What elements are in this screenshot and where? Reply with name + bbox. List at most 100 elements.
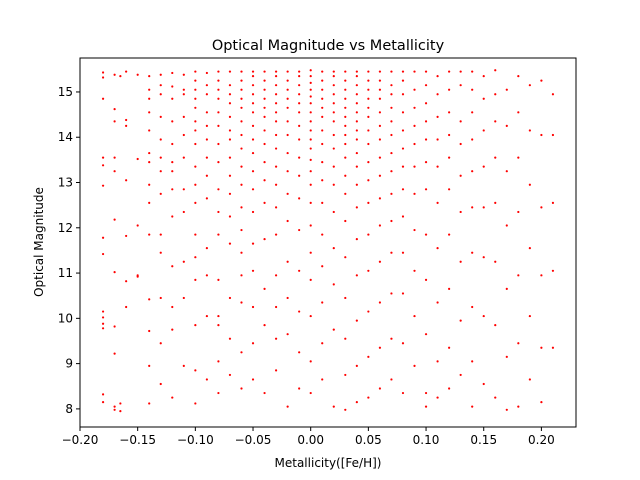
data-point	[367, 355, 370, 358]
data-point	[274, 84, 278, 87]
data-point	[401, 215, 405, 218]
data-point	[551, 346, 555, 349]
data-point	[413, 228, 416, 232]
data-point	[424, 333, 428, 336]
data-point	[517, 342, 520, 345]
data-point	[332, 133, 335, 137]
data-point	[148, 111, 151, 114]
data-point	[505, 224, 508, 227]
x-tick-label: −0.20	[62, 433, 99, 447]
data-point	[332, 93, 335, 96]
data-point	[159, 115, 162, 118]
data-point	[286, 97, 289, 100]
data-point	[344, 106, 347, 109]
data-point	[286, 120, 289, 123]
data-point	[378, 260, 382, 263]
data-point	[194, 88, 197, 91]
data-point	[309, 360, 312, 363]
data-point	[263, 106, 266, 109]
data-point	[344, 88, 347, 91]
data-point	[332, 183, 335, 186]
data-point	[321, 142, 324, 146]
data-point	[240, 228, 243, 232]
data-point	[413, 124, 416, 128]
x-tick-label: 0.15	[470, 433, 497, 447]
data-point	[217, 79, 220, 82]
data-point	[448, 387, 451, 390]
data-point	[436, 165, 439, 168]
data-point	[113, 271, 116, 274]
data-point	[274, 102, 278, 105]
data-point	[413, 106, 416, 109]
data-point	[344, 256, 347, 259]
data-point	[401, 93, 405, 96]
data-point	[159, 156, 162, 159]
data-point	[148, 402, 151, 405]
data-point	[355, 165, 358, 168]
data-point	[274, 183, 278, 186]
data-point	[113, 73, 116, 76]
y-axis-label: Optical Magnitude	[32, 187, 46, 297]
data-point	[494, 260, 497, 263]
data-point	[424, 405, 428, 408]
data-point	[101, 322, 105, 325]
data-point	[321, 129, 324, 132]
data-point	[344, 133, 347, 137]
data-point	[274, 274, 278, 277]
data-point	[298, 111, 301, 114]
data-point	[551, 269, 555, 272]
data-point	[482, 314, 485, 318]
data-point	[436, 75, 439, 78]
data-point	[101, 76, 105, 79]
data-point	[263, 391, 266, 395]
data-point	[424, 161, 428, 164]
data-point	[424, 84, 428, 87]
data-point	[159, 382, 162, 386]
data-point	[286, 405, 289, 408]
data-point	[517, 156, 520, 159]
data-point	[378, 88, 382, 91]
data-point	[182, 115, 185, 118]
data-point	[390, 106, 393, 109]
data-point	[194, 233, 197, 236]
data-point	[309, 111, 312, 114]
data-point	[251, 210, 255, 214]
data-point	[298, 269, 301, 272]
data-point	[298, 102, 301, 105]
data-point	[321, 233, 324, 236]
data-point	[540, 206, 543, 209]
data-point	[240, 70, 243, 73]
data-point	[471, 70, 474, 73]
data-point	[298, 138, 301, 141]
data-point	[367, 269, 370, 272]
data-point	[286, 70, 289, 73]
data-point	[321, 79, 324, 82]
data-point	[367, 115, 370, 118]
data-point	[171, 265, 174, 268]
data-point	[125, 280, 128, 283]
data-point	[182, 188, 185, 191]
data-point	[540, 346, 543, 349]
data-point	[286, 151, 289, 155]
data-point	[424, 233, 428, 236]
data-point	[274, 93, 278, 96]
data-point	[378, 301, 382, 304]
data-point	[274, 133, 278, 137]
data-point	[205, 197, 208, 200]
data-point	[217, 161, 220, 164]
data-point	[159, 93, 162, 96]
data-point	[298, 387, 301, 390]
data-point	[494, 324, 497, 327]
data-point	[309, 183, 312, 186]
data-point	[482, 382, 485, 386]
data-point	[205, 111, 208, 114]
x-tick-label: −0.15	[119, 433, 156, 447]
data-point	[263, 324, 266, 327]
data-point	[194, 165, 197, 168]
data-point	[125, 305, 128, 309]
data-point	[194, 324, 197, 327]
data-point	[367, 70, 370, 73]
data-point	[436, 201, 439, 204]
data-point	[401, 342, 405, 345]
data-point	[505, 88, 508, 91]
